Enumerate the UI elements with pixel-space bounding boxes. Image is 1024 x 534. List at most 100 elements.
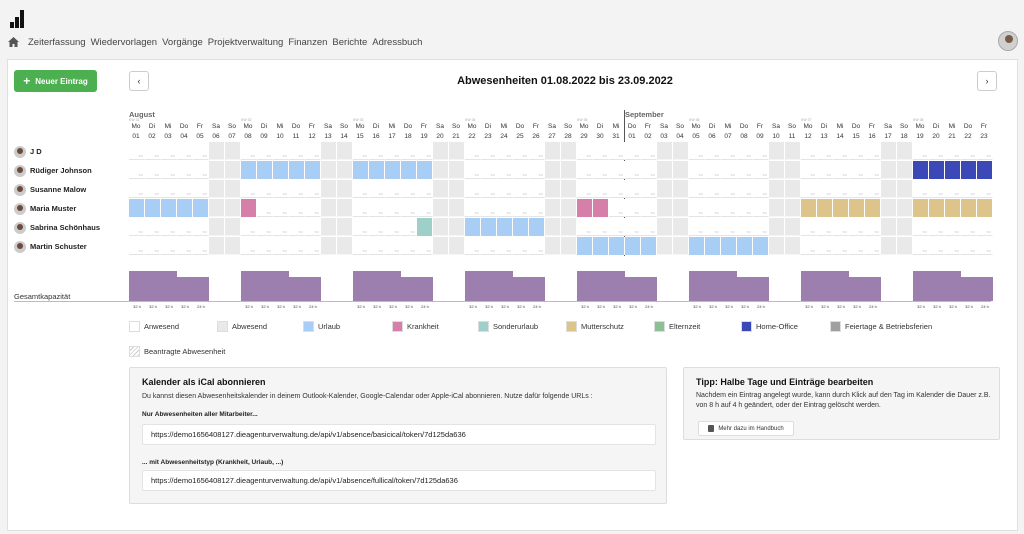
employee-name[interactable]: Sabrina Schönhaus: [30, 223, 101, 232]
calendar-cell[interactable]: 8 h: [385, 180, 401, 198]
calendar-cell[interactable]: [353, 161, 369, 179]
manual-button[interactable]: Mehr dazu im Handbuch: [698, 421, 794, 436]
calendar-cell[interactable]: 8 h: [833, 142, 849, 160]
calendar-cell[interactable]: 8 h: [273, 218, 289, 236]
calendar-cell[interactable]: 8 h: [497, 199, 513, 217]
calendar-cell[interactable]: [177, 199, 193, 217]
calendar-cell[interactable]: [657, 180, 673, 198]
calendar-cell[interactable]: 8 h: [977, 218, 993, 236]
calendar-cell[interactable]: [769, 237, 785, 255]
calendar-cell[interactable]: [641, 237, 657, 255]
calendar-cell[interactable]: 8 h: [625, 161, 641, 179]
calendar-cell[interactable]: [561, 142, 577, 160]
calendar-cell[interactable]: 8 h: [945, 237, 961, 255]
calendar-cell[interactable]: 8 h: [865, 180, 881, 198]
calendar-cell[interactable]: 8 h: [961, 180, 977, 198]
calendar-cell[interactable]: 8 h: [593, 218, 609, 236]
calendar-cell[interactable]: 8 h: [865, 237, 881, 255]
calendar-cell[interactable]: 8 h: [289, 199, 305, 217]
calendar-cell[interactable]: 8 h: [241, 218, 257, 236]
calendar-cell[interactable]: [865, 199, 881, 217]
calendar-cell[interactable]: 8 h: [929, 142, 945, 160]
calendar-cell[interactable]: 8 h: [273, 199, 289, 217]
calendar-cell[interactable]: [337, 237, 353, 255]
calendar-cell[interactable]: [145, 199, 161, 217]
calendar-cell[interactable]: 8 h: [945, 142, 961, 160]
calendar-cell[interactable]: 8 h: [801, 142, 817, 160]
calendar-cell[interactable]: 8 h: [753, 218, 769, 236]
calendar-cell[interactable]: [881, 237, 897, 255]
calendar-cell[interactable]: 8 h: [609, 142, 625, 160]
calendar-cell[interactable]: 8 h: [145, 180, 161, 198]
calendar-cell[interactable]: 8 h: [257, 180, 273, 198]
calendar-cell[interactable]: 8 h: [625, 142, 641, 160]
calendar-cell[interactable]: [657, 161, 673, 179]
calendar-cell[interactable]: [897, 218, 913, 236]
employee-name[interactable]: Rüdiger Johnson: [30, 166, 92, 175]
calendar-cell[interactable]: 8 h: [529, 199, 545, 217]
calendar-cell[interactable]: 8 h: [369, 180, 385, 198]
calendar-cell[interactable]: 8 h: [641, 199, 657, 217]
calendar-cell[interactable]: 8 h: [353, 180, 369, 198]
calendar-cell[interactable]: 8 h: [737, 218, 753, 236]
calendar-cell[interactable]: 8 h: [753, 180, 769, 198]
calendar-cell[interactable]: 8 h: [257, 237, 273, 255]
calendar-cell[interactable]: 8 h: [497, 180, 513, 198]
calendar-cell[interactable]: 8 h: [305, 142, 321, 160]
calendar-cell[interactable]: [545, 161, 561, 179]
calendar-cell[interactable]: [881, 161, 897, 179]
calendar-cell[interactable]: 8 h: [753, 161, 769, 179]
calendar-cell[interactable]: 8 h: [641, 218, 657, 236]
calendar-cell[interactable]: [449, 180, 465, 198]
calendar-cell[interactable]: 8 h: [385, 218, 401, 236]
calendar-cell[interactable]: 8 h: [465, 199, 481, 217]
calendar-cell[interactable]: [673, 218, 689, 236]
calendar-cell[interactable]: 8 h: [465, 142, 481, 160]
calendar-cell[interactable]: 8 h: [961, 237, 977, 255]
calendar-cell[interactable]: 8 h: [705, 142, 721, 160]
calendar-cell[interactable]: [833, 199, 849, 217]
calendar-cell[interactable]: 8 h: [609, 199, 625, 217]
calendar-cell[interactable]: 8 h: [129, 237, 145, 255]
calendar-cell[interactable]: [241, 161, 257, 179]
calendar-cell[interactable]: 8 h: [289, 237, 305, 255]
calendar-cell[interactable]: 8 h: [625, 218, 641, 236]
calendar-cell[interactable]: 8 h: [833, 180, 849, 198]
calendar-cell[interactable]: 8 h: [817, 218, 833, 236]
calendar-cell[interactable]: 8 h: [737, 161, 753, 179]
calendar-cell[interactable]: [433, 237, 449, 255]
calendar-cell[interactable]: 8 h: [689, 180, 705, 198]
calendar-cell[interactable]: 8 h: [513, 142, 529, 160]
calendar-cell[interactable]: [417, 218, 433, 236]
calendar-cell[interactable]: 8 h: [689, 142, 705, 160]
calendar-cell[interactable]: 8 h: [801, 180, 817, 198]
calendar-cell[interactable]: [225, 199, 241, 217]
calendar-cell[interactable]: 8 h: [417, 180, 433, 198]
calendar-cell[interactable]: [673, 199, 689, 217]
calendar-cell[interactable]: [337, 218, 353, 236]
calendar-cell[interactable]: 8 h: [353, 142, 369, 160]
calendar-cell[interactable]: 8 h: [801, 218, 817, 236]
calendar-cell[interactable]: 8 h: [129, 180, 145, 198]
calendar-cell[interactable]: 8 h: [273, 142, 289, 160]
calendar-cell[interactable]: [785, 199, 801, 217]
employee-name[interactable]: Susanne Malow: [30, 185, 87, 194]
calendar-cell[interactable]: 8 h: [193, 237, 209, 255]
calendar-cell[interactable]: 8 h: [625, 199, 641, 217]
calendar-cell[interactable]: 8 h: [961, 142, 977, 160]
new-entry-button[interactable]: + Neuer Eintrag: [14, 70, 97, 92]
calendar-cell[interactable]: 8 h: [849, 161, 865, 179]
calendar-cell[interactable]: 8 h: [465, 237, 481, 255]
calendar-cell[interactable]: 8 h: [625, 180, 641, 198]
calendar-cell[interactable]: [209, 199, 225, 217]
calendar-cell[interactable]: [497, 218, 513, 236]
calendar-cell[interactable]: [673, 142, 689, 160]
calendar-cell[interactable]: 8 h: [161, 237, 177, 255]
calendar-cell[interactable]: 8 h: [353, 218, 369, 236]
calendar-cell[interactable]: 8 h: [849, 180, 865, 198]
calendar-cell[interactable]: 8 h: [161, 161, 177, 179]
calendar-cell[interactable]: [545, 142, 561, 160]
calendar-cell[interactable]: [577, 199, 593, 217]
calendar-cell[interactable]: 8 h: [641, 161, 657, 179]
calendar-cell[interactable]: [929, 199, 945, 217]
